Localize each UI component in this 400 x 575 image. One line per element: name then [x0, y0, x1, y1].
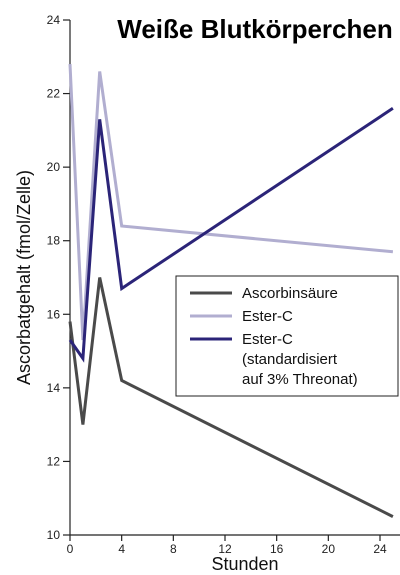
- x-tick-label-24: 24: [373, 542, 387, 556]
- x-tick-label-16: 16: [270, 542, 284, 556]
- series-line-3: [68, 107, 394, 363]
- series-line-2: [68, 64, 394, 341]
- y-tick-label-18: 18: [47, 234, 61, 248]
- x-axis-title: Stunden: [211, 554, 278, 574]
- y-tick-label-12: 12: [47, 454, 61, 468]
- y-axis-title: Ascorbatgehalt (fmol/Zelle): [14, 170, 34, 385]
- x-tick-label-20: 20: [322, 542, 336, 556]
- y-tick-label-16: 16: [47, 307, 61, 321]
- legend-label-1: Ascorbinsäure: [242, 285, 338, 302]
- chart-title: Weiße Blutkörperchen: [117, 14, 392, 44]
- x-tick-label-12: 12: [218, 542, 232, 556]
- y-tick-label-22: 22: [47, 87, 61, 101]
- legend-label-2: Ester-C: [242, 308, 293, 325]
- x-tick-label-8: 8: [170, 542, 177, 556]
- y-tick-label-14: 14: [47, 381, 61, 395]
- y-tick-label-24: 24: [47, 13, 61, 27]
- y-tick-label-20: 20: [47, 160, 61, 174]
- legend-box: [175, 275, 399, 397]
- x-tick-label-0: 0: [67, 542, 74, 556]
- y-tick-label-10: 10: [47, 528, 61, 542]
- x-tick-label-4: 4: [118, 542, 125, 556]
- legend-label-3: Ester-C: [242, 331, 293, 348]
- legend-label-3-3: auf 3% Threonat): [242, 371, 358, 388]
- legend-label-3-2: (standardisiert: [242, 351, 338, 368]
- series-line-1: [68, 277, 394, 518]
